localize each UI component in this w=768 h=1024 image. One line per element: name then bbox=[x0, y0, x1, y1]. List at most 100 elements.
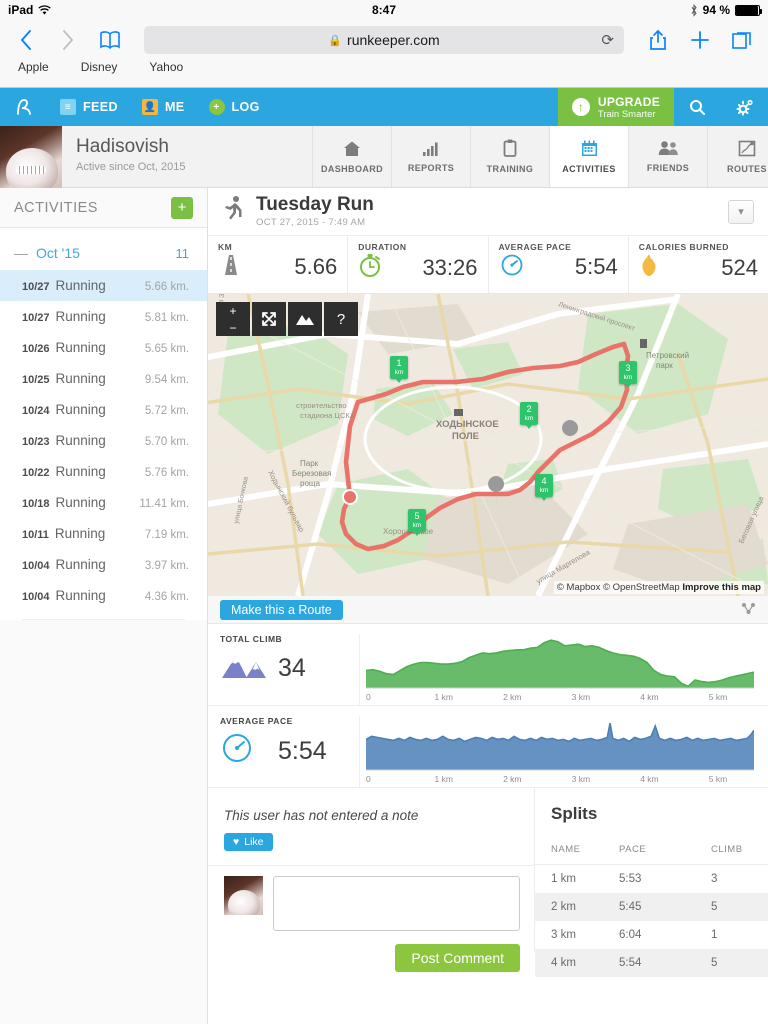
list-item[interactable]: 10/25 Running 9.54 km. bbox=[0, 363, 207, 394]
stat-value-calories: 524 bbox=[721, 254, 758, 280]
activity-distance: 5.81 km. bbox=[144, 312, 189, 324]
avatar[interactable] bbox=[0, 126, 62, 188]
url-bar[interactable]: 🔒 runkeeper.com ⟳ bbox=[144, 26, 624, 54]
comment-input[interactable] bbox=[273, 876, 520, 931]
splits-title: Splits bbox=[551, 804, 598, 823]
terrain-icon[interactable] bbox=[288, 302, 322, 336]
add-activity-button[interactable]: + bbox=[171, 196, 193, 219]
activity-distance: 9.54 km. bbox=[144, 374, 189, 386]
axis-tick: 4 km bbox=[640, 692, 659, 702]
help-icon[interactable]: ? bbox=[324, 302, 358, 336]
zoom-out-button[interactable]: − bbox=[229, 320, 237, 335]
tab-routes[interactable]: ROUTES bbox=[707, 126, 768, 187]
activity-date: 10/11 bbox=[22, 529, 49, 541]
list-item[interactable]: 10/24 Running 5.72 km. bbox=[0, 394, 207, 425]
list-item[interactable]: 10/18 Running 11.41 km. bbox=[0, 487, 207, 518]
climb-summary: TOTAL CLIMB 34 bbox=[208, 634, 360, 705]
activity-date: 10/04 bbox=[22, 560, 50, 572]
mountains-icon bbox=[220, 650, 272, 686]
zoom-in-button[interactable]: + bbox=[229, 303, 237, 318]
climb-chart-svg bbox=[366, 634, 754, 692]
improve-map-link[interactable]: Improve this map bbox=[682, 582, 761, 593]
nav-item-me[interactable]: 👤 ME bbox=[130, 88, 197, 126]
note-column: This user has not entered a note ♥ Like … bbox=[208, 788, 535, 972]
book-icon[interactable] bbox=[98, 28, 122, 52]
split-name: 3 km bbox=[551, 929, 576, 941]
like-button[interactable]: ♥ Like bbox=[224, 833, 273, 851]
tab-training[interactable]: TRAINING bbox=[470, 126, 549, 187]
axis-tick: 5 km bbox=[708, 692, 728, 702]
feed-icon: ≡ bbox=[60, 99, 76, 115]
svg-text:парк: парк bbox=[656, 361, 673, 370]
activity-distance: 5.72 km. bbox=[144, 405, 189, 417]
list-item[interactable]: 10/27 Running 5.66 km. bbox=[0, 270, 207, 301]
plus-icon[interactable] bbox=[688, 28, 712, 52]
list-item[interactable]: 10/04 Running 4.36 km. bbox=[0, 580, 207, 611]
stat-label-km: KM bbox=[218, 242, 233, 252]
activity-distance: 4.36 km. bbox=[144, 591, 189, 603]
bluetooth-icon bbox=[691, 3, 697, 17]
note-text: This user has not entered a note bbox=[224, 808, 419, 823]
tab-activities[interactable]: ACTIVITIES bbox=[549, 126, 628, 187]
chevron-down-icon[interactable]: ▾ bbox=[728, 199, 754, 224]
list-item[interactable]: 10/11 Running 7.19 km. bbox=[0, 518, 207, 549]
svg-text:стадиона ЦСКА: стадиона ЦСКА bbox=[300, 411, 355, 420]
list-item[interactable]: 10/22 Running 5.76 km. bbox=[0, 456, 207, 487]
runkeeper-logo[interactable] bbox=[0, 94, 48, 120]
nav-item-log[interactable]: + LOG bbox=[197, 88, 272, 126]
tabs-icon[interactable] bbox=[730, 28, 754, 52]
pace-label: AVERAGE PACE bbox=[220, 716, 293, 726]
split-pace: 5:54 bbox=[615, 949, 695, 977]
gear-icon[interactable] bbox=[721, 88, 768, 126]
sidebar-header: ACTIVITIES + bbox=[0, 188, 207, 228]
reload-icon[interactable]: ⟳ bbox=[601, 32, 614, 49]
activity-type: Running bbox=[55, 371, 106, 386]
page-body: ACTIVITIES + — Oct '15 11 10/27 Running 5.… bbox=[0, 188, 768, 1024]
profile-since: Active since Oct, 2015 bbox=[76, 161, 186, 173]
activity-type: Running bbox=[55, 557, 106, 572]
climb-value: 34 bbox=[278, 653, 306, 682]
table-row: 2 km 5:45 5 bbox=[535, 893, 768, 921]
post-comment-button[interactable]: Post Comment bbox=[395, 944, 520, 972]
forward-chevron-icon[interactable] bbox=[56, 28, 80, 52]
profile-bar: Hadisovish Active since Oct, 2015 DASHBO… bbox=[0, 126, 768, 188]
bookmark-yahoo[interactable]: Yahoo bbox=[149, 60, 184, 74]
axis-tick: 3 km bbox=[571, 774, 591, 784]
svg-text:Березовая: Березовая bbox=[292, 469, 331, 478]
speedometer-icon bbox=[220, 732, 272, 770]
tab-reports[interactable]: REPORTS bbox=[391, 126, 470, 187]
fullscreen-icon[interactable] bbox=[252, 302, 286, 336]
road-icon bbox=[218, 253, 248, 281]
make-route-button[interactable]: Make this a Route bbox=[220, 599, 343, 620]
back-chevron-icon[interactable] bbox=[14, 28, 38, 52]
flame-icon bbox=[639, 253, 669, 282]
list-item[interactable]: 10/26 Running 5.65 km. bbox=[0, 332, 207, 363]
bookmark-apple[interactable]: Apple bbox=[18, 60, 49, 74]
list-item[interactable]: 10/23 Running 5.70 km. bbox=[0, 425, 207, 456]
bookmark-disney[interactable]: Disney bbox=[80, 60, 118, 74]
share-icon[interactable] bbox=[646, 28, 670, 52]
bottom-section: This user has not entered a note ♥ Like … bbox=[208, 788, 768, 977]
route-map[interactable]: ХОДЫНСКОЕ ПОЛЕ строительство стадиона ЦС… bbox=[208, 294, 768, 596]
clipboard-icon bbox=[503, 139, 517, 160]
list-item[interactable]: 10/04 Running 3.97 km. bbox=[0, 549, 207, 580]
axis-tick: 2 km bbox=[503, 692, 522, 702]
splits-col-name: NAME bbox=[535, 840, 615, 865]
list-item[interactable]: 10/27 Running 5.81 km. bbox=[0, 301, 207, 332]
stat-label-pace: AVERAGE PACE bbox=[498, 242, 572, 252]
tab-dashboard[interactable]: DASHBOARD bbox=[312, 126, 391, 187]
person-icon: 👤 bbox=[141, 99, 158, 115]
axis-tick: 4 km bbox=[640, 774, 659, 784]
share-nodes-icon[interactable] bbox=[741, 602, 756, 618]
status-clock: 8:47 bbox=[371, 3, 397, 17]
zoom-controls[interactable]: + − bbox=[216, 302, 250, 336]
axis-tick: 1 km bbox=[434, 774, 453, 784]
tab-friends[interactable]: FRIENDS bbox=[628, 126, 707, 187]
upgrade-button[interactable]: ↑ UPGRADE Train Smarter bbox=[557, 88, 674, 126]
stat-calories: CALORIES BURNED 524 bbox=[629, 236, 768, 293]
activity-distance: 5.70 km. bbox=[144, 436, 189, 448]
calendar-icon bbox=[581, 140, 598, 160]
month-group-header[interactable]: — Oct '15 11 bbox=[0, 236, 207, 270]
nav-item-feed[interactable]: ≡ FEED bbox=[48, 88, 130, 126]
search-icon[interactable] bbox=[674, 88, 721, 126]
